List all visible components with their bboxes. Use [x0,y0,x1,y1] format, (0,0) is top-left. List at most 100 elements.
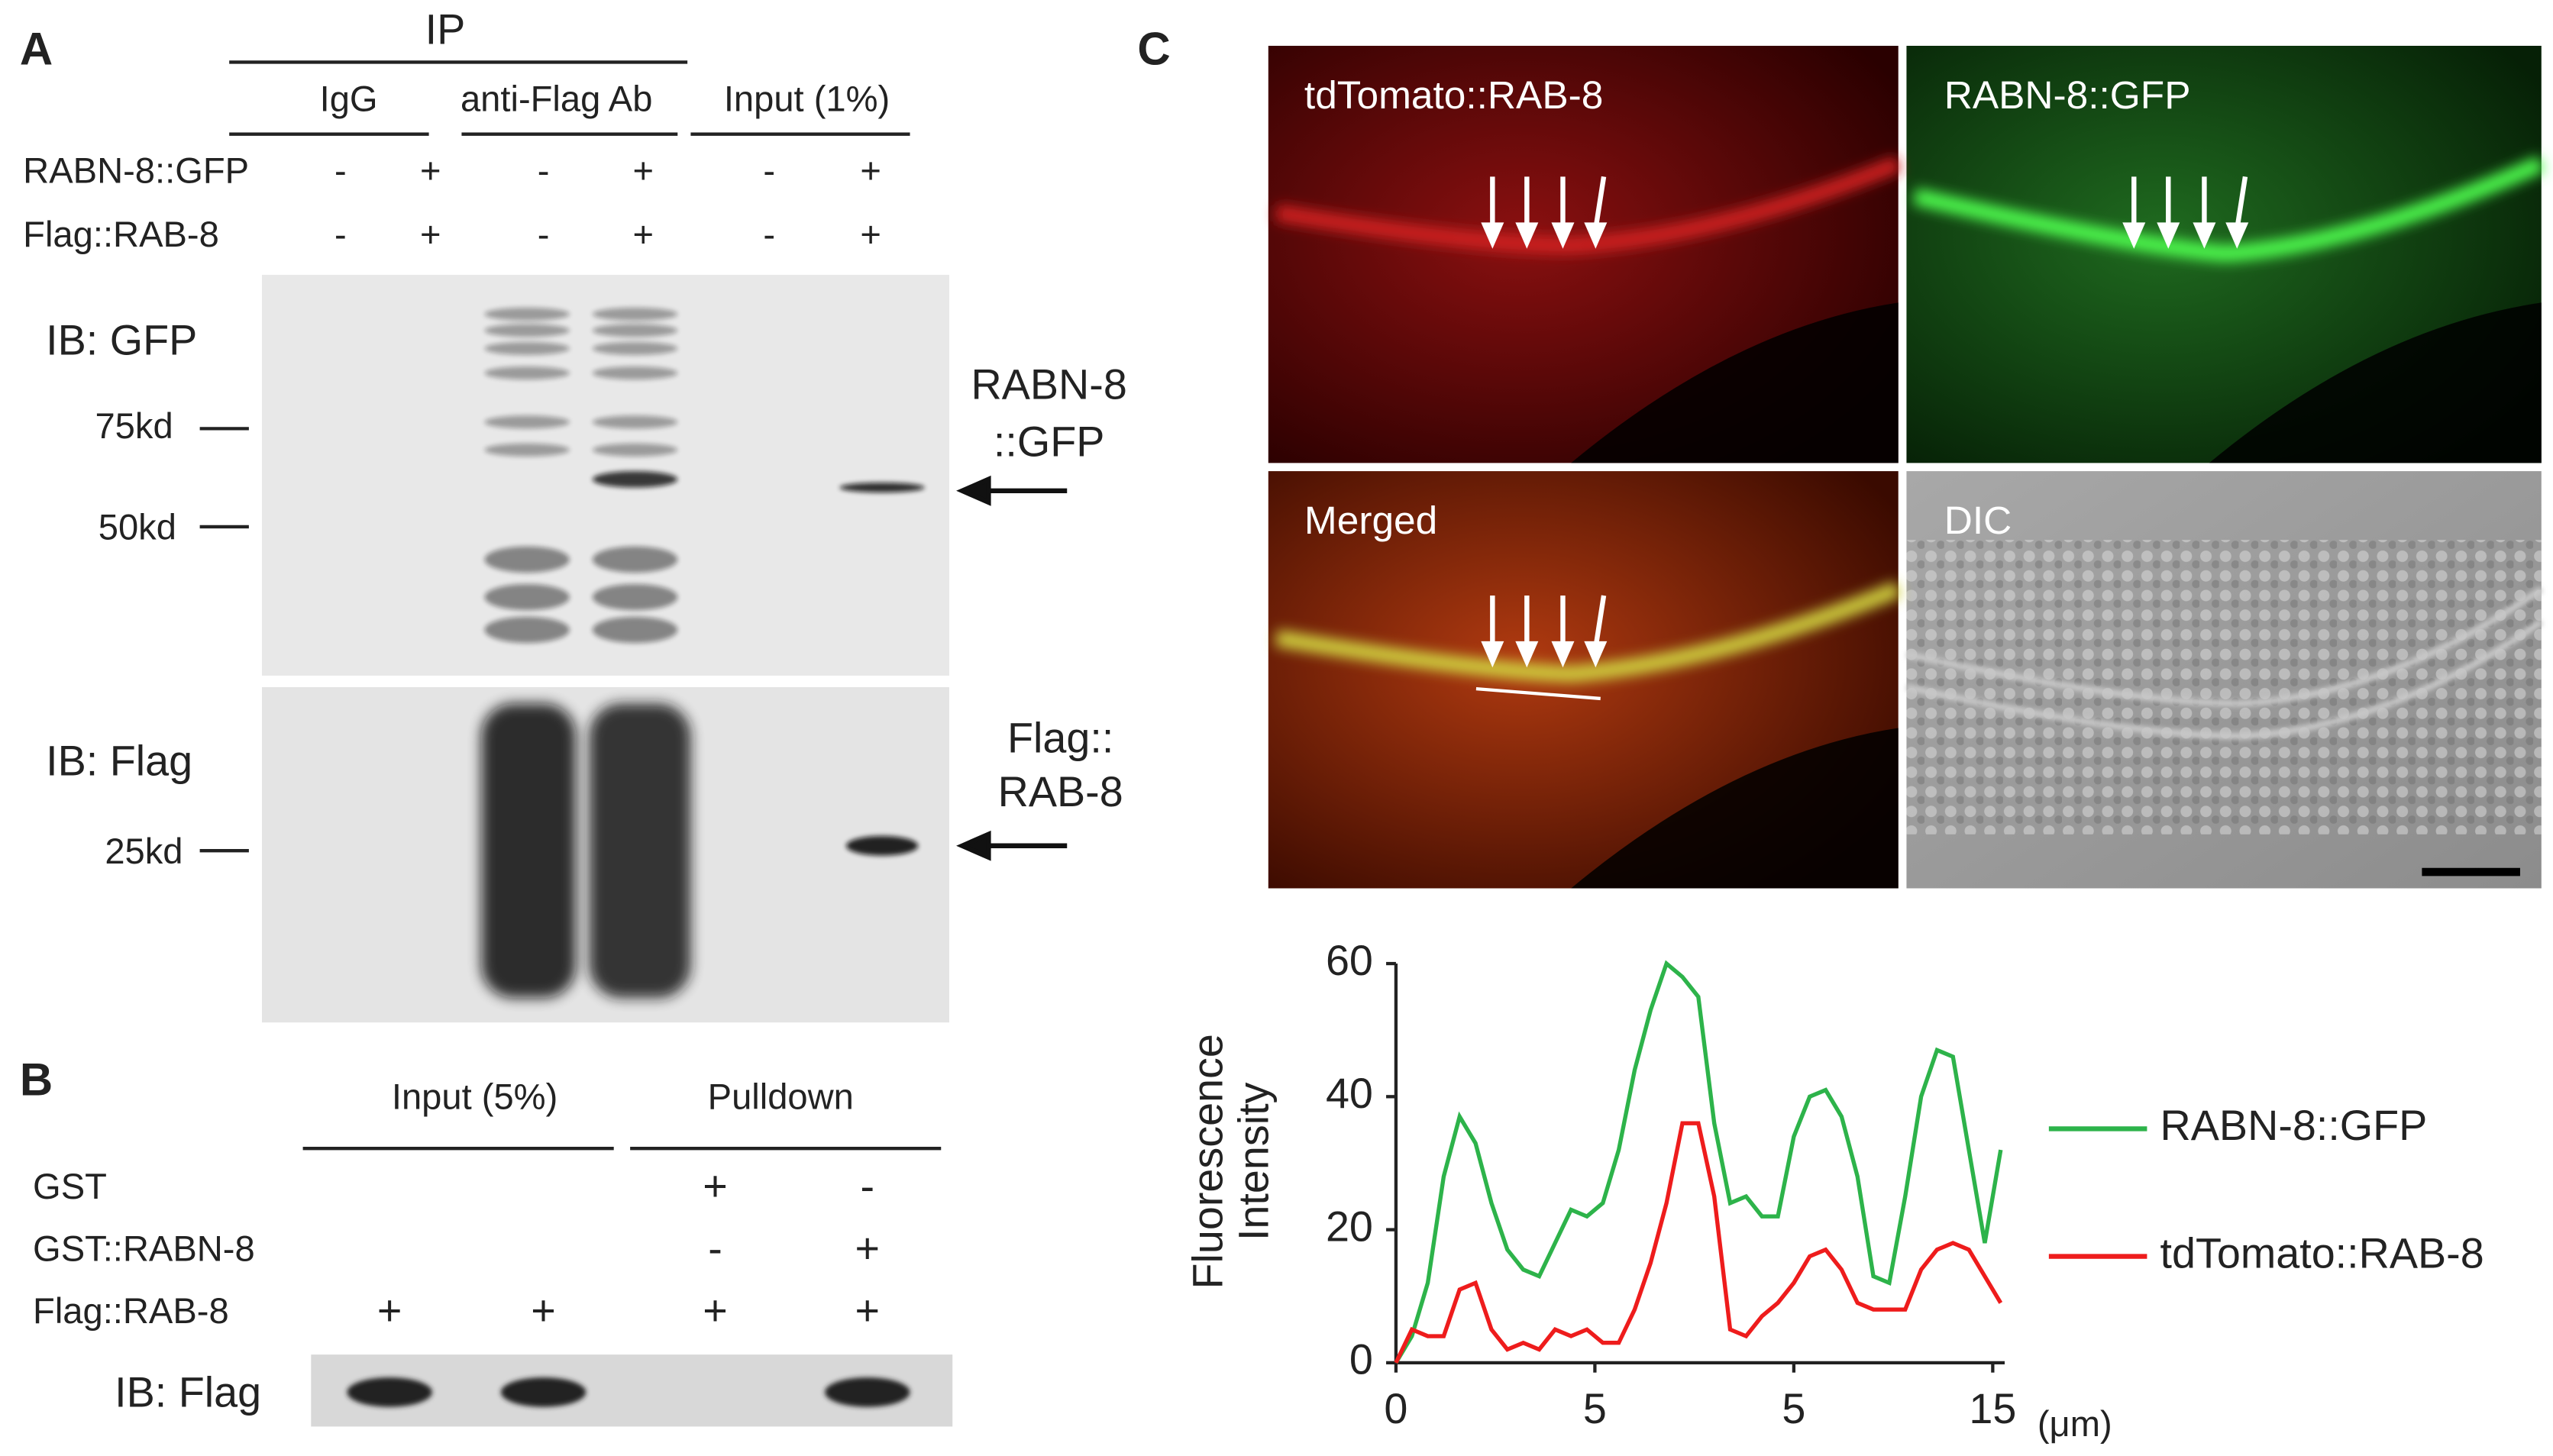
arrow-head [1515,641,1539,668]
sign: - [763,214,775,254]
band [592,443,678,457]
sign: - [538,150,550,191]
band [839,483,925,492]
arrow-head [1481,641,1504,668]
y-tick-label: 0 [1349,1336,1373,1383]
band [484,583,570,611]
y-tick-label: 40 [1326,1070,1373,1117]
arrow-head [2225,222,2249,249]
arrow-head [1551,222,1575,249]
band [592,324,678,337]
marker-label: 25kd [105,831,183,871]
band [484,324,570,337]
smear [589,703,691,999]
cell-band [1275,156,2545,683]
sign: + [703,1162,728,1209]
background-dark [1571,302,2542,889]
arrow [1593,595,1607,649]
band [347,1377,432,1407]
marker-label: 75kd [95,405,173,446]
band [592,366,678,380]
blot-label: IB: GFP [46,317,197,364]
arrow-head [1584,641,1608,668]
band [484,366,570,380]
target-label: RAB-8 [998,768,1123,815]
sign: + [633,150,654,191]
ip-label: IP [425,6,466,53]
marker-label: 50kd [99,507,176,547]
x-tick-label: 5 [1782,1385,1805,1432]
sign: - [763,150,775,191]
group-label: Pulldown [708,1076,854,1116]
blot-label: IB: Flag [46,737,192,784]
sign: + [855,1225,881,1272]
arrow-head [1584,222,1608,249]
band [484,341,570,355]
group-label: Input (5%) [392,1076,557,1116]
image-label: DIC [1944,498,2012,542]
panel-label: C [1137,23,1170,74]
y-tick-label: 20 [1326,1203,1373,1250]
arrow [1593,176,1607,230]
image-label: Merged [1304,498,1437,542]
image-label: RABN-8::GFP [1944,73,2191,117]
panel-label: A [20,23,53,74]
sign: + [377,1287,402,1334]
sign: - [538,214,550,254]
series-line [1394,1121,2003,1364]
arrow [2235,176,2248,230]
image-label: tdTomato::RAB-8 [1304,73,1603,117]
x-axis-label: (μm) [2038,1403,2112,1444]
series-line [1394,960,2003,1364]
panel-label: B [20,1054,53,1105]
y-tick-label: 60 [1326,937,1373,984]
arrow-head [1551,641,1575,668]
band [484,307,570,321]
row-label: GST [33,1166,107,1206]
x-tick-label: 15 [1969,1385,2016,1432]
arrow-head [2193,222,2216,249]
band [592,307,678,321]
sign: - [861,1162,875,1209]
x-tick-label: 0 [1384,1385,1407,1432]
cell-outline [1905,586,2544,740]
row-label: Flag::RAB-8 [23,214,219,254]
target-label: Flag:: [1007,714,1113,761]
legend-label: tdTomato::RAB-8 [2160,1229,2484,1277]
sign: + [855,1287,881,1334]
sign: + [633,214,654,254]
row-label: GST::RABN-8 [33,1228,255,1269]
band [484,546,570,573]
band [592,471,678,488]
band [845,835,919,856]
band [592,341,678,355]
smear [481,703,577,999]
y-axis-label: Fluorescence [1184,1034,1232,1289]
arrow [956,475,1068,861]
band [592,616,678,644]
x-tick-label: 5 [1583,1385,1607,1432]
sign: + [703,1287,728,1334]
micrograph-texture [1906,540,2542,835]
target-label: RABN-8 [971,361,1127,408]
sign: + [531,1287,556,1334]
row-label: RABN-8::GFP [23,150,249,191]
band [825,1377,910,1407]
row-label: Flag::RAB-8 [33,1290,229,1331]
band [484,415,570,429]
band [592,583,678,611]
band [484,443,570,457]
sign: + [860,214,881,254]
sign: + [420,214,441,254]
sign: + [860,150,881,191]
sign: - [334,214,347,254]
target-label: ::GFP [994,418,1104,466]
arrow-head [1515,222,1539,249]
band [592,415,678,429]
arrow-head [1481,222,1504,249]
blot-label: IB: Flag [115,1368,261,1416]
y-axis-label: Intensity [1230,1082,1278,1241]
layer: A IP IgG anti-Flag Ab Input (1%) IB: GFP… [20,6,2545,1444]
